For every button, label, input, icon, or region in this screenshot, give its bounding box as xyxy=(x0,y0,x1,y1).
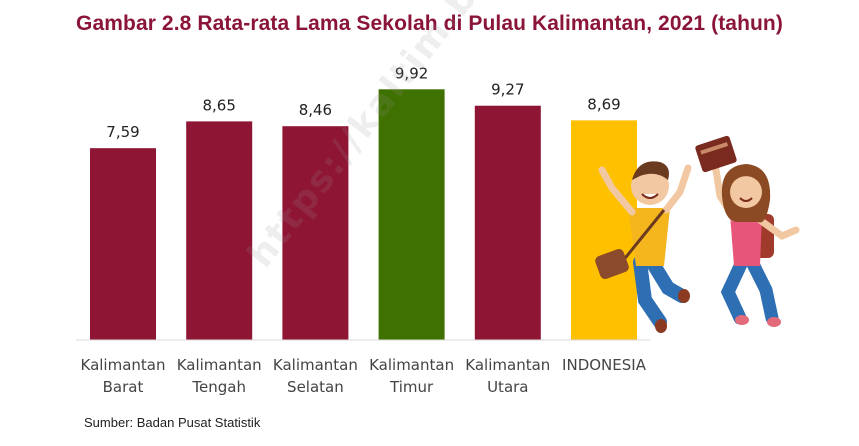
category-label-0-1: Barat xyxy=(103,378,144,396)
value-label-1: 8,65 xyxy=(202,96,235,114)
category-label-1-0: Kalimantan xyxy=(177,356,262,374)
bar-0 xyxy=(90,148,156,340)
value-label-4: 9,27 xyxy=(491,81,524,99)
category-label-0-0: Kalimantan xyxy=(81,356,166,374)
bar-5 xyxy=(571,120,637,340)
category-label-2-0: Kalimantan xyxy=(273,356,358,374)
category-label-2-1: Selatan xyxy=(287,378,344,396)
bar-2 xyxy=(282,126,349,341)
category-label-4-1: Utara xyxy=(487,378,528,396)
value-label-3: 9,92 xyxy=(395,64,428,82)
category-label-3-0: Kalimantan xyxy=(369,356,454,374)
bar-3 xyxy=(378,89,445,340)
boy-figure xyxy=(595,161,692,333)
value-label-5: 8,69 xyxy=(587,95,620,113)
chart-title: Gambar 2.8 Rata-rata Lama Sekolah di Pul… xyxy=(76,12,783,35)
jumping-students-illustration xyxy=(595,135,800,333)
value-label-0: 7,59 xyxy=(106,123,139,141)
bar-1 xyxy=(186,121,253,341)
source-note: Sumber: Badan Pusat Statistik xyxy=(84,415,261,430)
category-label-3-1: Timur xyxy=(389,378,434,396)
value-label-2: 8,46 xyxy=(299,101,332,119)
category-label-4-0: Kalimantan xyxy=(465,356,550,374)
category-label-1-1: Tengah xyxy=(191,378,246,396)
category-label-5-0: INDONESIA xyxy=(562,356,647,374)
bar-4 xyxy=(474,105,541,340)
girl-figure xyxy=(695,135,800,327)
